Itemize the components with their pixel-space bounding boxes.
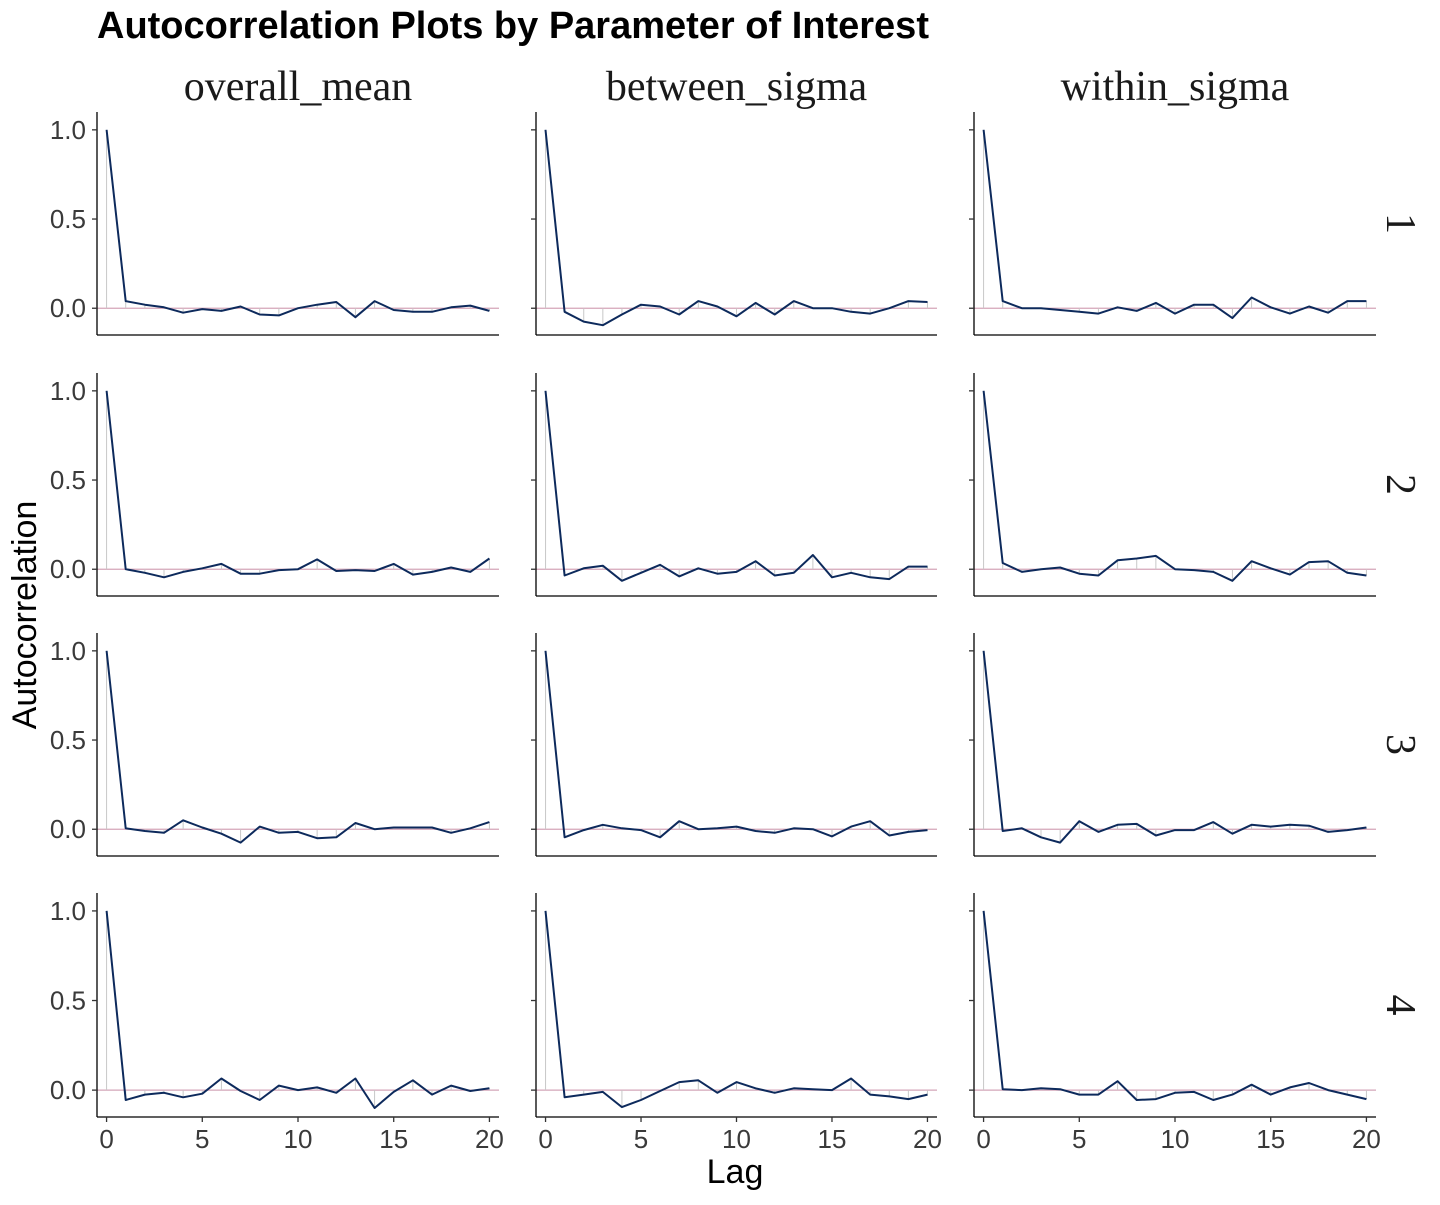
- y-tick-label: 0.5: [50, 465, 86, 495]
- y-tick-label: 1.0: [50, 115, 86, 145]
- x-tick-label: 5: [634, 1124, 648, 1154]
- y-tick-label: 1.0: [50, 376, 86, 406]
- acf-line-series: [105, 910, 490, 1109]
- acf-line-series: [982, 129, 1367, 320]
- x-tick-label: 5: [195, 1124, 209, 1154]
- chart-title: Autocorrelation Plots by Parameter of In…: [97, 5, 929, 47]
- panel-3-between_sigma: [531, 633, 937, 857]
- x-tick-label: 0: [538, 1124, 552, 1154]
- strip-label-row-3: 3: [1377, 734, 1423, 755]
- acf-line-series: [544, 390, 928, 582]
- strip-label-row-1: 1: [1377, 213, 1423, 234]
- panel-1-between_sigma: [531, 112, 937, 336]
- y-tick-label: 1.0: [50, 636, 86, 666]
- panel-3-overall_mean: 0.0 0.5 1.0: [50, 633, 499, 857]
- x-tick-label: 20: [1352, 1124, 1381, 1154]
- panel-2-between_sigma: [531, 373, 937, 597]
- acf-line-series: [105, 650, 490, 844]
- panels-layer: overall_mean between_sigma within_sigma 1 2 3…: [50, 64, 1423, 1154]
- strip-label-row-2: 2: [1377, 474, 1423, 495]
- x-tick-label: 15: [1256, 1124, 1285, 1154]
- panel-4-within_sigma: 0 5 10 15 20: [969, 893, 1381, 1154]
- y-tick-label: 0.0: [50, 293, 86, 323]
- acf-line-series: [105, 390, 490, 579]
- x-tick-label: 0: [99, 1124, 113, 1154]
- acf-line-series: [982, 910, 1367, 1101]
- acf-line-series: [544, 910, 928, 1109]
- y-tick-label: 0.0: [50, 1075, 86, 1105]
- strip-label-col-overall_mean: overall_mean: [184, 64, 413, 110]
- x-axis-title: Lag: [707, 1153, 764, 1191]
- panel-2-within_sigma: [969, 373, 1376, 597]
- panel-4-between_sigma: 0 5 10 15 20: [531, 893, 942, 1154]
- strip-label-row-4: 4: [1377, 995, 1423, 1016]
- x-tick-label: 5: [1072, 1124, 1086, 1154]
- x-tick-label: 20: [475, 1124, 504, 1154]
- y-tick-label: 1.0: [50, 896, 86, 926]
- acf-line-series: [544, 129, 928, 327]
- y-tick-label: 0.5: [50, 204, 86, 234]
- acf-line-series: [105, 129, 490, 319]
- x-tick-label: 10: [1161, 1124, 1190, 1154]
- y-tick-label: 0.0: [50, 814, 86, 844]
- y-tick-label: 0.5: [50, 986, 86, 1016]
- x-tick-label: 20: [913, 1124, 942, 1154]
- x-tick-label: 15: [818, 1124, 847, 1154]
- panel-4-overall_mean: 0.0 0.5 1.0 0 5 10 15 20: [50, 893, 504, 1154]
- acf-line-series: [982, 650, 1367, 844]
- panel-2-overall_mean: 0.0 0.5 1.0: [50, 373, 499, 597]
- panel-1-overall_mean: 0.0 0.5 1.0: [50, 112, 499, 336]
- x-tick-label: 15: [379, 1124, 408, 1154]
- acf-line-series: [544, 650, 928, 839]
- acf-line-series: [982, 390, 1367, 582]
- y-tick-label: 0.0: [50, 554, 86, 584]
- panel-1-within_sigma: [969, 112, 1376, 336]
- x-tick-label: 10: [722, 1124, 751, 1154]
- strip-label-col-between_sigma: between_sigma: [606, 64, 868, 110]
- y-axis-title: Autocorrelation: [6, 501, 44, 730]
- y-tick-label: 0.5: [50, 725, 86, 755]
- strip-label-col-within_sigma: within_sigma: [1061, 64, 1290, 110]
- x-tick-label: 10: [284, 1124, 313, 1154]
- panel-3-within_sigma: [969, 633, 1376, 857]
- x-tick-label: 0: [976, 1124, 990, 1154]
